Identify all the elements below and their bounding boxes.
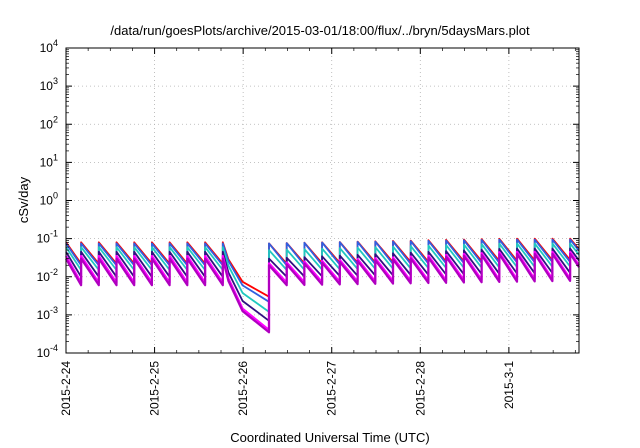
x-tick-label: 2015-2-27 xyxy=(325,361,339,416)
chart-title: /data/run/goesPlots/archive/2015-03-01/1… xyxy=(110,23,530,38)
x-tick-label: 2015-2-26 xyxy=(236,361,250,416)
series-group xyxy=(65,237,580,334)
y-tick-label: 102 xyxy=(40,114,58,131)
x-tick-label: 2015-3-1 xyxy=(502,361,516,409)
y-tick-label: 10-4 xyxy=(37,343,58,360)
x-tick-label: 2015-2-25 xyxy=(148,361,162,416)
y-tick-label: 100 xyxy=(40,191,58,208)
y-axis: 10-4 10-3 10-2 10-1 100 101 102 103 104 xyxy=(37,38,579,360)
y-tick-label: 10-1 xyxy=(37,229,58,246)
x-axis-label: Coordinated Universal Time (UTC) xyxy=(230,430,429,445)
y-tick-label: 103 xyxy=(40,76,58,93)
y-tick-label: 10-2 xyxy=(37,267,58,284)
y-tick-label: 10-3 xyxy=(37,305,58,322)
x-axis: 2015-2-24 2015-2-25 2015-2-26 2015-2-27 2015… xyxy=(59,48,576,416)
x-tick-label: 2015-2-24 xyxy=(59,361,73,416)
series-line xyxy=(65,252,580,334)
y-axis-label: cSv/day xyxy=(16,176,31,223)
x-tick-label: 2015-2-28 xyxy=(413,361,427,416)
y-tick-label: 104 xyxy=(40,38,58,55)
grid xyxy=(66,48,579,353)
y-tick-label: 101 xyxy=(40,152,58,169)
